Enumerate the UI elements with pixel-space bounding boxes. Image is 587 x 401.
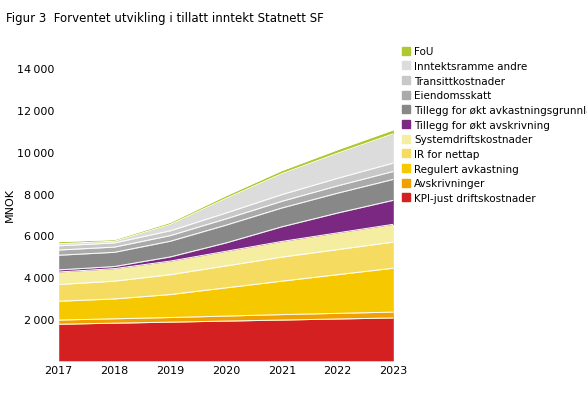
Y-axis label: MNOK: MNOK xyxy=(4,188,14,221)
Text: Figur 3  Forventet utvikling i tillatt inntekt Statnett SF: Figur 3 Forventet utvikling i tillatt in… xyxy=(6,12,323,25)
Legend: FoU, Inntektsramme andre, Transittkostnader, Eiendomsskatt, Tillegg for økt avka: FoU, Inntektsramme andre, Transittkostna… xyxy=(402,47,587,204)
